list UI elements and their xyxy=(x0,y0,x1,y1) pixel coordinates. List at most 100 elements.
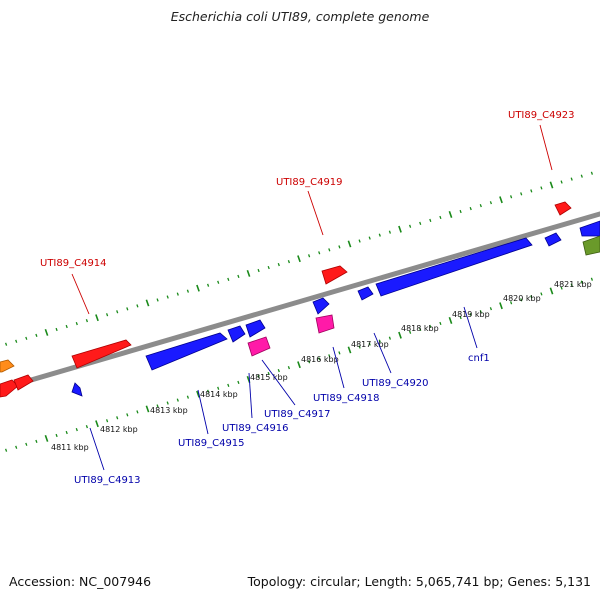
minor-tick xyxy=(540,292,543,296)
minor-tick xyxy=(307,254,311,258)
major-tick xyxy=(95,314,99,322)
upper-tick-track xyxy=(4,171,594,346)
minor-tick xyxy=(368,236,371,240)
gene-label-uti89-c4923: UTI89_C4923 xyxy=(508,110,575,121)
minor-tick xyxy=(570,283,573,287)
gene-label-uti89-c4913: UTI89_C4913 xyxy=(74,475,141,486)
gene-arrow xyxy=(247,336,271,357)
gene-label-cnf1: cnf1 xyxy=(468,353,490,364)
minor-tick xyxy=(25,442,28,446)
minor-tick xyxy=(368,342,371,346)
minor-tick xyxy=(55,433,58,438)
minor-tick xyxy=(358,239,361,243)
minor-tick xyxy=(429,324,432,328)
minor-tick xyxy=(156,404,159,408)
major-tick xyxy=(448,317,453,324)
minor-tick xyxy=(479,204,482,208)
lower-tick-track xyxy=(4,277,594,452)
label-leader xyxy=(248,372,253,419)
minor-tick xyxy=(287,366,291,370)
major-tick xyxy=(549,181,554,189)
kbp-label-4813: 4813 kbp xyxy=(150,406,188,415)
kbp-label-4817: 4817 kbp xyxy=(351,340,389,349)
major-tick xyxy=(448,211,453,218)
minor-tick xyxy=(85,319,89,323)
minor-tick xyxy=(338,245,341,249)
minor-tick xyxy=(75,427,78,432)
minor-tick xyxy=(75,321,78,326)
gene-label-uti89-c4918: UTI89_C4918 xyxy=(313,393,380,404)
kbp-label-4821: 4821 kbp xyxy=(554,280,592,289)
gene-arrow xyxy=(71,339,132,369)
kbp-label-4812: 4812 kbp xyxy=(100,425,138,434)
kbp-label-4814: 4814 kbp xyxy=(200,390,238,399)
minor-tick xyxy=(237,380,240,385)
minor-tick xyxy=(419,221,422,225)
minor-tick xyxy=(15,339,18,343)
label-leader xyxy=(307,190,324,236)
gene-arrow xyxy=(245,319,266,338)
label-leader xyxy=(332,346,345,389)
minor-tick xyxy=(176,398,179,402)
label-leader xyxy=(71,273,90,315)
major-tick xyxy=(347,346,352,354)
gene-arrow xyxy=(357,286,374,301)
minor-tick xyxy=(35,439,38,443)
minor-tick xyxy=(136,304,139,308)
major-tick xyxy=(196,284,200,292)
label-leader xyxy=(197,389,209,435)
minor-tick xyxy=(580,174,583,178)
major-tick xyxy=(145,405,150,413)
label-leader xyxy=(261,359,296,406)
minor-tick xyxy=(186,289,190,293)
kbp-label-4819: 4819 kbp xyxy=(452,310,490,319)
minor-tick xyxy=(4,342,8,346)
minor-tick xyxy=(307,360,311,364)
gene-arrow xyxy=(321,265,348,285)
major-tick xyxy=(398,225,402,233)
gene-label-uti89-c4919: UTI89_C4919 xyxy=(276,177,343,188)
gene-label-uti89-c4915: UTI89_C4915 xyxy=(178,438,245,449)
minor-tick xyxy=(267,265,270,270)
major-tick xyxy=(297,361,301,369)
minor-tick xyxy=(439,321,442,326)
kbp-label-4815: 4815 kbp xyxy=(250,373,288,382)
major-tick xyxy=(246,269,251,277)
kbp-label-4816: 4816 kbp xyxy=(301,355,339,364)
major-tick xyxy=(95,420,99,428)
minor-tick xyxy=(419,327,422,331)
minor-tick xyxy=(277,262,280,267)
minor-tick xyxy=(136,410,139,414)
gene-arrow xyxy=(582,235,600,256)
minor-tick xyxy=(15,445,18,449)
gene-label-uti89-c4917: UTI89_C4917 xyxy=(264,409,331,420)
minor-tick xyxy=(257,268,260,273)
minor-tick xyxy=(469,206,472,211)
minor-tick xyxy=(489,307,493,311)
major-tick xyxy=(347,240,352,248)
minor-tick xyxy=(65,430,68,435)
minor-tick xyxy=(126,413,129,417)
minor-tick xyxy=(408,224,412,228)
gene-arrow xyxy=(13,374,34,391)
minor-tick xyxy=(166,401,169,405)
minor-tick xyxy=(328,354,331,358)
minor-tick xyxy=(4,448,8,452)
minor-tick xyxy=(318,357,321,361)
gene-arrow xyxy=(71,382,83,397)
minor-tick xyxy=(469,312,472,317)
minor-tick xyxy=(267,371,270,376)
minor-tick xyxy=(489,201,493,205)
kbp-label-4820: 4820 kbp xyxy=(503,294,541,303)
minor-tick xyxy=(186,395,190,399)
major-tick xyxy=(499,196,503,204)
minor-tick xyxy=(287,260,291,264)
minor-tick xyxy=(520,192,523,196)
major-tick xyxy=(44,434,49,442)
gene-label-uti89-c4916: UTI89_C4916 xyxy=(222,423,289,434)
minor-tick xyxy=(257,374,260,379)
minor-tick xyxy=(378,339,381,343)
gene-arrow xyxy=(0,379,19,398)
minor-tick xyxy=(85,425,89,429)
